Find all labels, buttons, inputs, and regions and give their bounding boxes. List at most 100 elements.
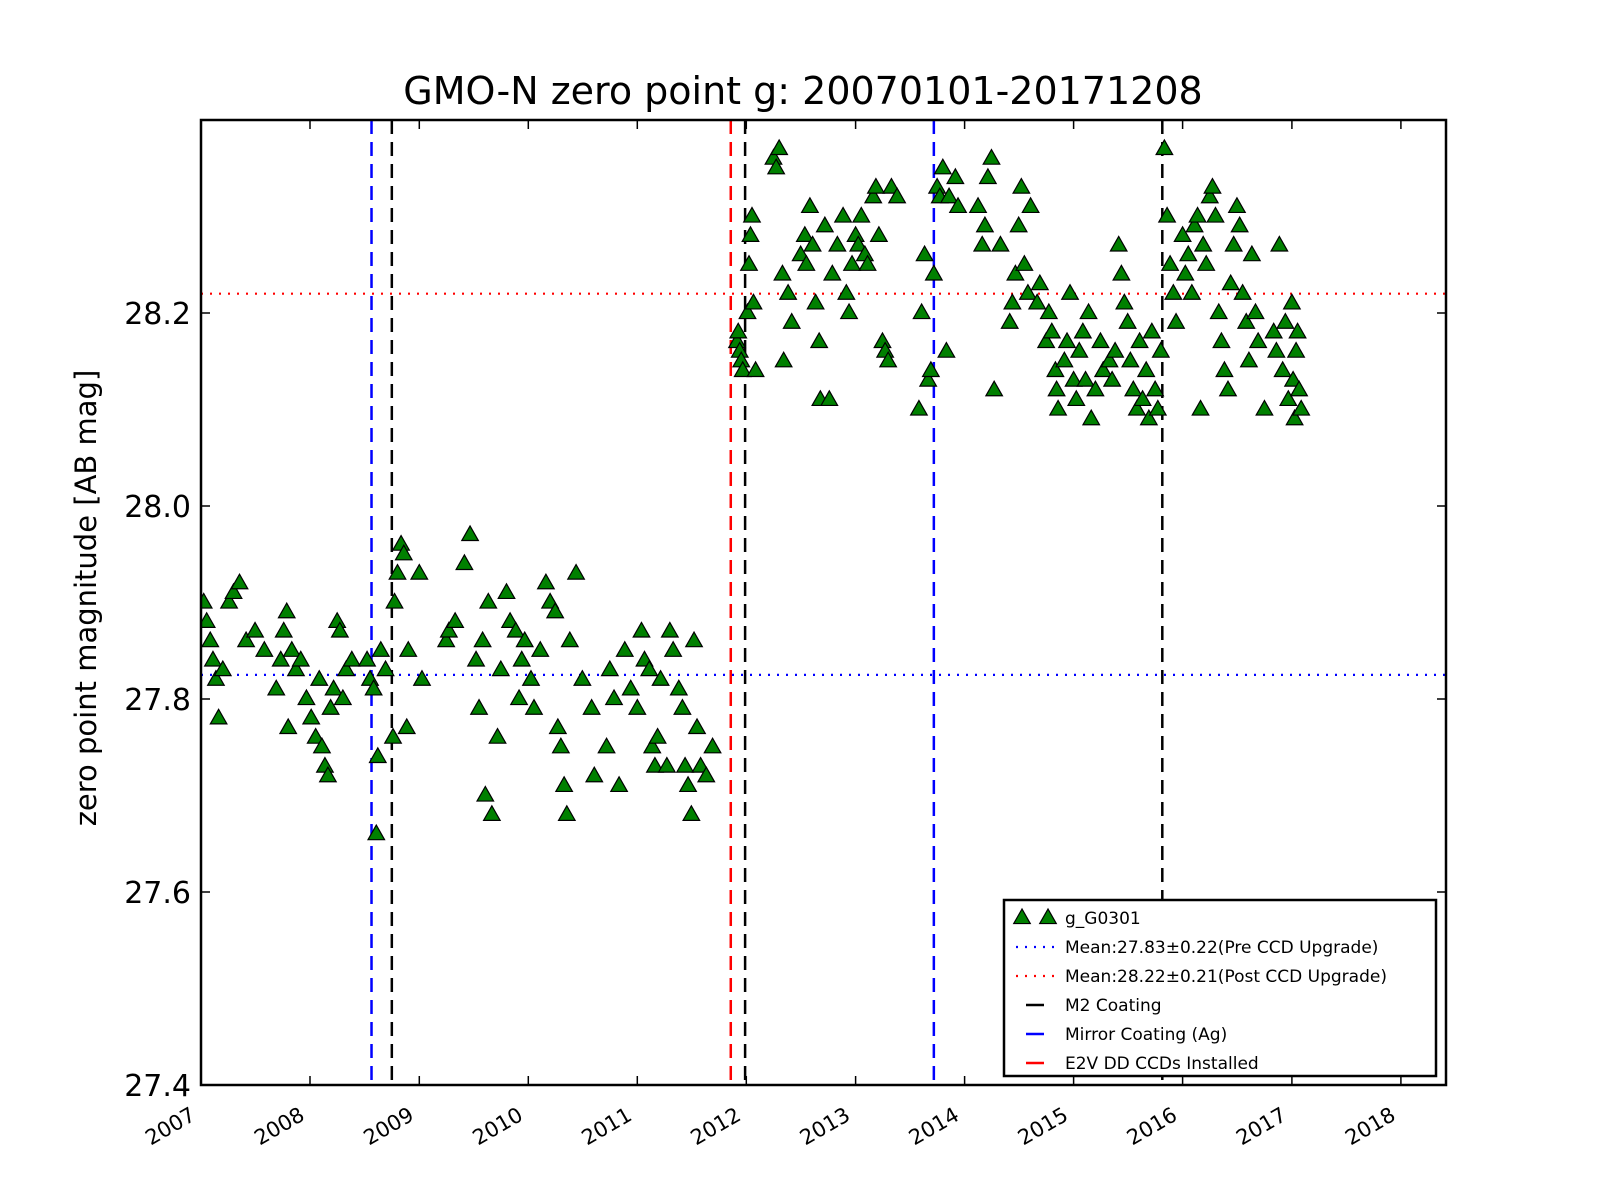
data-point (412, 669, 432, 686)
data-point (466, 650, 486, 667)
data-point (924, 264, 944, 281)
data-point (394, 544, 414, 561)
data-point (312, 737, 332, 754)
data-point (297, 688, 316, 706)
data-point (939, 186, 959, 204)
data-point (597, 737, 616, 754)
data-point (806, 293, 825, 310)
data-point (1224, 235, 1243, 252)
data-point (1109, 235, 1129, 252)
data-point (1036, 331, 1056, 349)
data-point (1012, 177, 1031, 194)
data-point (1283, 370, 1303, 387)
data-point (551, 737, 571, 754)
y-tick-label: 27.6 (124, 876, 191, 911)
data-point (286, 659, 306, 677)
data-point (224, 582, 243, 600)
data-point (839, 302, 859, 320)
data-point (324, 679, 343, 696)
data-point (815, 215, 835, 233)
data-point (1018, 283, 1038, 300)
data-point (660, 621, 680, 638)
data-point (1285, 408, 1304, 426)
data-point (678, 775, 698, 793)
data-point (600, 659, 620, 677)
data-point (436, 630, 456, 648)
data-point (500, 611, 520, 628)
data-point (882, 177, 901, 194)
legend-label: Mirror Coating (Ag) (1065, 1025, 1227, 1045)
data-point (254, 640, 274, 657)
data-point (1145, 379, 1165, 397)
data-point (1209, 302, 1229, 320)
data-point (682, 804, 701, 821)
data-point (651, 669, 670, 686)
legend-label: Mean:28.22±0.21(Post CCD Upgrade) (1065, 967, 1387, 987)
data-point (1142, 322, 1162, 339)
data-point (1136, 360, 1156, 378)
data-point (684, 630, 704, 648)
data-point (869, 225, 889, 242)
data-point (733, 360, 753, 378)
data-point (972, 235, 992, 252)
data-point (842, 254, 862, 271)
data-point (491, 659, 511, 677)
data-point (213, 659, 233, 677)
data-point (201, 611, 216, 628)
data-point (675, 756, 695, 773)
data-point (648, 727, 667, 744)
data-point (946, 167, 965, 185)
data-point (744, 293, 763, 310)
data-point (245, 621, 265, 638)
data-point (848, 235, 868, 252)
data-point (1267, 341, 1286, 358)
data-point (582, 698, 601, 715)
data-point (1151, 341, 1171, 358)
data-point (1039, 302, 1059, 320)
data-point (1081, 408, 1101, 426)
data-point (398, 640, 418, 657)
data-point (371, 640, 391, 657)
data-point (1021, 196, 1040, 214)
data-point (1206, 206, 1225, 223)
data-point (478, 592, 498, 609)
x-tick-label: 2015 (1014, 1103, 1072, 1151)
y-axis-label: zero point magnitude [AB mag] (69, 370, 103, 827)
data-point (219, 592, 239, 609)
data-point (1102, 370, 1122, 387)
data-point (1246, 302, 1265, 320)
data-point (1130, 331, 1149, 349)
data-point (1282, 293, 1302, 310)
data-point (315, 756, 335, 773)
data-point (545, 601, 565, 619)
data-point (1118, 312, 1137, 329)
data-point (1276, 312, 1295, 329)
data-point (691, 756, 710, 773)
data-point (927, 177, 947, 194)
data-point (912, 302, 931, 320)
data-point (1289, 379, 1309, 397)
data-point (1288, 322, 1307, 339)
data-point (639, 659, 659, 677)
data-point (687, 717, 707, 735)
data-point (455, 553, 474, 571)
data-point (1124, 379, 1143, 397)
x-tick-label: 2008 (250, 1103, 308, 1151)
data-point (445, 611, 465, 628)
data-point (206, 669, 226, 686)
legend-marker (1038, 907, 1058, 925)
data-point (741, 225, 760, 242)
data-point (209, 708, 228, 725)
data-point (1064, 370, 1083, 387)
data-point (1273, 360, 1292, 378)
data-point (342, 650, 362, 667)
data-point (469, 698, 489, 715)
data-point (1185, 215, 1204, 233)
data-point (795, 225, 815, 242)
data-point (560, 630, 580, 648)
data-point (1212, 331, 1231, 349)
data-point (1157, 206, 1177, 223)
data-point (1215, 360, 1234, 378)
data-point (803, 235, 822, 252)
